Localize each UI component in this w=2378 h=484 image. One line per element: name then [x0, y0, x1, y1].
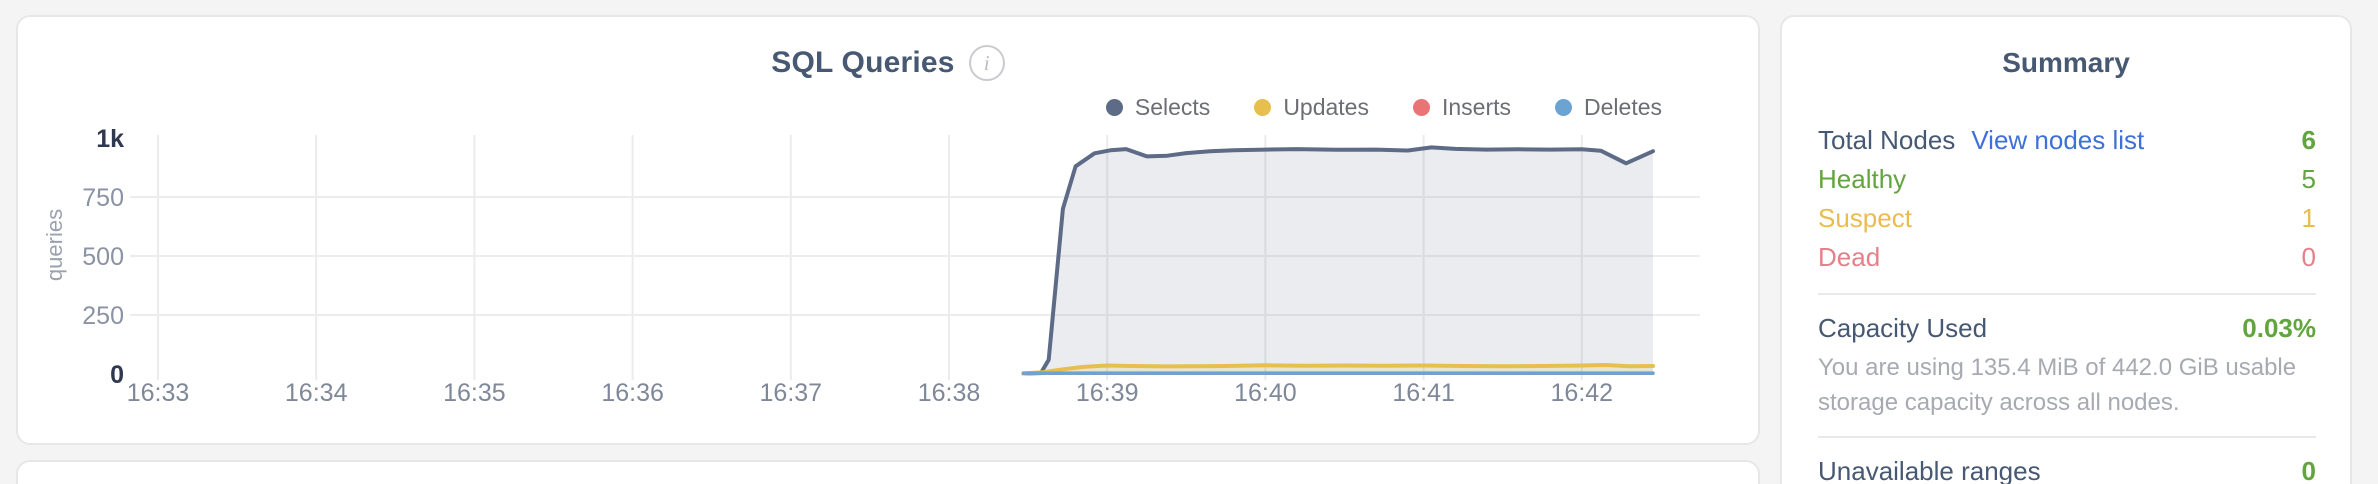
summary-value-total-nodes: 6: [2301, 125, 2316, 155]
summary-value-suspect: 1: [2301, 203, 2316, 233]
info-icon[interactable]: i: [968, 45, 1005, 81]
series-line-updates: [1021, 363, 1655, 376]
legend-label: Selects: [1134, 94, 1211, 120]
summary-label-healthy: Healthy: [1818, 164, 1907, 194]
summary-panel: Summary Total Nodes View nodes list 6 Healt…: [1782, 17, 2350, 484]
legend-item-inserts[interactable]: Inserts: [1412, 94, 1512, 121]
legend-dot-updates: [1254, 99, 1272, 116]
capacity-description: You are using 135.4 MiB of 442.0 GiB usa…: [1818, 354, 2297, 416]
divider: [1818, 293, 2316, 295]
y-tick-label: 750: [82, 184, 124, 212]
legend-dot-selects: [1105, 99, 1123, 116]
x-tick-label: 16:42: [1551, 379, 1614, 407]
x-tick-label: 16:35: [443, 379, 506, 407]
legend-dot-inserts: [1412, 99, 1430, 116]
summary-value-dead: 0: [2301, 242, 2316, 272]
x-tick-label: 16:40: [1234, 379, 1297, 407]
legend-label: Deletes: [1584, 94, 1662, 120]
y-tick-label: 1k: [96, 125, 124, 153]
legend-dot-deletes: [1555, 99, 1573, 116]
summary-label-suspect: Suspect: [1818, 203, 1912, 233]
summary-value-unavailable-ranges: 0: [2301, 456, 2316, 484]
summary-row-dead: Dead 0: [1818, 238, 2316, 277]
x-tick-label: 16:41: [1392, 379, 1455, 407]
summary-row-capacity-used: Capacity Used 0.03%: [1818, 309, 2316, 348]
view-nodes-list-link[interactable]: View nodes list: [1971, 125, 2145, 155]
summary-row-suspect: Suspect 1: [1818, 199, 2316, 238]
y-tick-label: 0: [110, 361, 124, 389]
legend-item-updates[interactable]: Updates: [1254, 94, 1369, 121]
summary-body: Total Nodes View nodes list 6 Healthy 5 Suspe…: [1818, 121, 2316, 484]
next-chart-card: [18, 462, 1758, 484]
series-line-selects: [1021, 145, 1655, 376]
legend-label: Inserts: [1441, 94, 1512, 120]
x-tick-label: 16:36: [601, 379, 664, 407]
summary-label-capacity-used: Capacity Used: [1818, 313, 1988, 343]
x-tick-label: 16:33: [127, 379, 190, 407]
legend-item-selects[interactable]: Selects: [1105, 94, 1211, 121]
x-tick-label: 16:38: [918, 379, 981, 407]
chart-title: SQL Queries: [771, 46, 955, 79]
summary-row-unavailable-ranges: Unavailable ranges 0: [1818, 452, 2316, 484]
summary-label-unavailable-ranges: Unavailable ranges: [1818, 456, 2041, 484]
summary-row-total-nodes: Total Nodes View nodes list 6: [1818, 121, 2316, 160]
series-area-selects: [1023, 147, 1653, 374]
summary-label-dead: Dead: [1818, 242, 1881, 272]
x-tick-label: 16:39: [1076, 379, 1139, 407]
x-tick-label: 16:37: [760, 379, 823, 407]
sql-queries-chart-card: 16:33 16:34 16:35 16:36 16:37 16:38 16:39 16:40…: [18, 17, 1758, 443]
chart-legend: Selects Updates Inserts Deletes: [1105, 94, 1662, 121]
summary-value-capacity-used: 0.03%: [2242, 313, 2316, 343]
summary-label-total-nodes: Total Nodes: [1818, 125, 1956, 155]
y-axis-label: queries: [42, 208, 67, 282]
legend-item-deletes[interactable]: Deletes: [1555, 94, 1662, 121]
summary-title: Summary: [2002, 47, 2130, 78]
chart-title-row: SQL Queries i: [18, 45, 1758, 81]
y-tick-label: 250: [82, 302, 124, 330]
x-tick-label: 16:34: [285, 379, 348, 407]
y-tick-label: 500: [82, 243, 124, 271]
divider: [1818, 436, 2316, 438]
summary-value-healthy: 5: [2301, 164, 2316, 194]
legend-label: Updates: [1283, 94, 1369, 120]
sql-queries-plot: 16:33 16:34 16:35 16:36 16:37 16:38 16:39 16:40…: [82, 125, 1700, 407]
summary-row-healthy: Healthy 5: [1818, 160, 2316, 199]
